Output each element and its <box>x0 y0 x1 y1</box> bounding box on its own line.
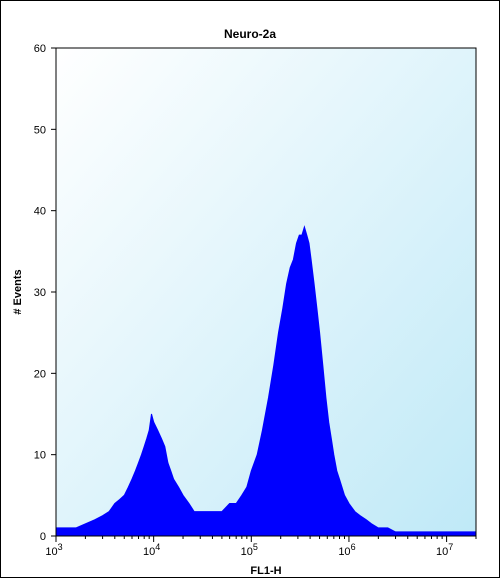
x-tick-label: 106 <box>338 542 355 558</box>
y-tick-label: 20 <box>34 368 46 380</box>
series-0-area <box>55 225 477 537</box>
y-tick-label: 30 <box>34 287 46 299</box>
x-tick-label: 105 <box>241 542 258 558</box>
chart-title: Neuro-2a <box>224 27 276 41</box>
y-tick-label: 10 <box>34 450 46 462</box>
x-tick-label: 104 <box>143 542 160 558</box>
y-tick-label: 60 <box>34 43 46 55</box>
y-tick-label: 50 <box>34 124 46 136</box>
x-tick-label: 103 <box>45 542 62 558</box>
x-tick-label: 107 <box>436 542 453 558</box>
y-tick-label: 40 <box>34 206 46 218</box>
x-axis-label: FL1-H <box>250 565 281 577</box>
y-axis-label: # Events <box>12 269 24 314</box>
y-tick-label: 0 <box>40 531 46 543</box>
